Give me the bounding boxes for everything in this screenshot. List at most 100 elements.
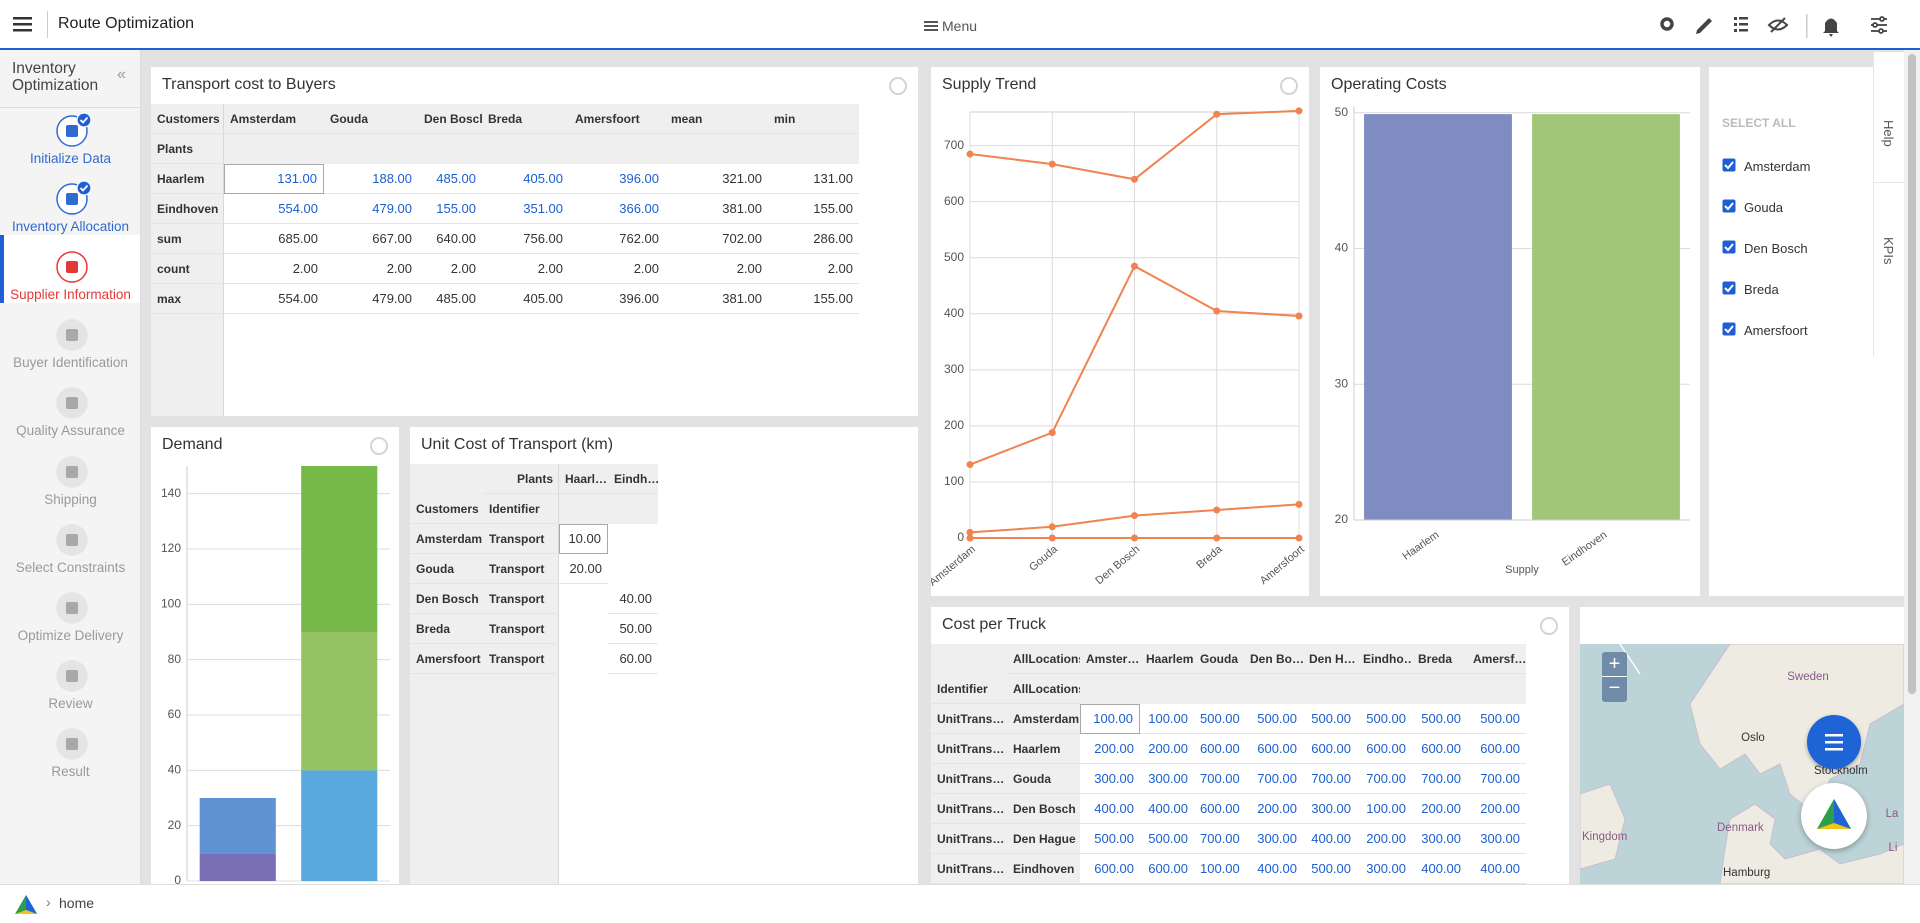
help-tab[interactable]: Help (1881, 120, 1896, 147)
step-icon[interactable] (54, 588, 94, 628)
step-icon[interactable] (54, 111, 94, 151)
step-icon[interactable] (54, 383, 94, 423)
table-cell: 500.00 (1140, 824, 1194, 854)
step-label[interactable]: Supplier Information (10, 287, 131, 303)
table-cell: Haarlem (1007, 734, 1080, 764)
collapse-button[interactable]: « (117, 66, 126, 83)
bar-segment (301, 466, 378, 632)
settings-icon[interactable] (1660, 17, 1674, 31)
step-icon[interactable] (54, 315, 94, 355)
filter-label[interactable]: Den Bosch (1744, 241, 1808, 256)
table-cell: Breda (1412, 644, 1467, 674)
bar-segment (199, 798, 276, 854)
step-icon[interactable] (54, 247, 94, 287)
table-cell: 50.00 (608, 614, 658, 644)
hamburger-icon[interactable] (12, 14, 34, 34)
kpis-tab[interactable]: KPIs (1881, 237, 1896, 265)
menu-icon[interactable] (924, 20, 939, 32)
checkbox[interactable] (1722, 240, 1737, 255)
table-cell: 600.00 (1357, 734, 1412, 764)
map[interactable] (1580, 644, 1904, 884)
table-cell: Gouda (1007, 764, 1080, 794)
minimize-button[interactable] (1540, 617, 1558, 635)
checkbox[interactable] (1722, 158, 1737, 173)
y-tick-label: 500 (944, 250, 964, 264)
map-label: La (1885, 808, 1899, 820)
filter-label[interactable]: Amsterdam (1744, 159, 1811, 174)
filter-label[interactable]: Amersfoort (1744, 323, 1808, 338)
table-cell: 500.00 (1467, 704, 1526, 734)
footer-logo[interactable] (14, 894, 38, 916)
checkbox-box (1722, 281, 1736, 295)
table-cell: Identifier (483, 494, 559, 524)
table-cell: 300.00 (1303, 794, 1357, 824)
scroll-thumb[interactable] (1908, 54, 1916, 694)
step-label[interactable]: Inventory Allocation (11, 219, 130, 235)
step-label[interactable]: Review (48, 695, 93, 711)
checkbox[interactable] (1722, 199, 1737, 214)
notification-icon[interactable] (1823, 18, 1839, 38)
zoom-out[interactable]: − (1608, 677, 1621, 699)
table-cell: 600.00 (1303, 734, 1357, 764)
filter-label[interactable]: Gouda (1744, 200, 1784, 215)
step-label[interactable]: Initialize Data (29, 151, 112, 166)
menu-button[interactable]: Menu (942, 18, 978, 34)
table-cell: 500.00 (1357, 704, 1412, 734)
table-cell: Customers (151, 104, 224, 134)
minimize-button[interactable] (889, 77, 907, 95)
chart: 20 30 40 50 Haarlem Eindhoven Supply (1335, 105, 1690, 576)
table-cell: 300.00 (1080, 764, 1140, 794)
breadcrumb[interactable]: home (59, 895, 95, 911)
step-glyph (66, 533, 78, 546)
select-all[interactable]: SELECT ALL (1722, 116, 1796, 130)
checkbox-box (1722, 240, 1736, 254)
step-label[interactable]: Buyer Identification (13, 355, 128, 371)
data-point (1131, 262, 1138, 270)
table-cell: 700.00 (1467, 764, 1526, 794)
table-cell: Amster… (1080, 644, 1140, 674)
step-label[interactable]: Shipping (44, 491, 97, 507)
table-cell: 2.00 (224, 254, 324, 284)
checkbox[interactable] (1722, 281, 1737, 296)
step-icon[interactable] (54, 724, 94, 764)
active-indicator (0, 235, 4, 304)
table-cell: 554.00 (224, 284, 324, 314)
toolbar-icons (1660, 14, 1887, 38)
transport-panel: Transport cost to Buyers Customers Amster… (151, 67, 918, 416)
step-label[interactable]: Result (51, 763, 90, 779)
zoom-in[interactable]: + (1602, 652, 1627, 677)
fab-button[interactable] (1807, 715, 1861, 769)
step-label[interactable]: Quality Assurance (16, 423, 125, 439)
edit-icon[interactable] (1696, 18, 1712, 34)
table-cell: Breda (482, 104, 569, 134)
scrollbar[interactable] (1904, 50, 1920, 884)
preferences-icon[interactable] (1871, 16, 1887, 34)
table-cell: 200.00 (1357, 824, 1412, 854)
map-label: Oslo (1741, 732, 1765, 744)
list-icon[interactable] (1734, 17, 1748, 32)
step-icon[interactable] (54, 520, 94, 560)
x-tick-label: Gouda (1027, 543, 1061, 574)
table-cell: 200.00 (1467, 794, 1526, 824)
step-icon[interactable] (54, 656, 94, 696)
table-cell: 396.00 (569, 164, 665, 194)
step-label[interactable]: Optimize Delivery (17, 627, 124, 643)
table-cell: max (151, 284, 224, 314)
table-cell: 485.00 (418, 164, 482, 194)
data-point (1213, 534, 1221, 542)
panel-title: Demand (162, 436, 223, 453)
checkbox[interactable] (1722, 322, 1737, 337)
step-label[interactable]: Select Constraints (15, 559, 126, 575)
filter-label[interactable]: Breda (1744, 282, 1779, 297)
step-icon[interactable] (54, 452, 94, 492)
map-label: Kingdom (1582, 831, 1628, 843)
table-cell: 702.00 (665, 224, 768, 254)
step-icon[interactable] (54, 179, 94, 219)
bar (1364, 114, 1512, 520)
logo-button[interactable] (1801, 783, 1867, 849)
map-label: Denmark (1717, 822, 1764, 834)
minimize-button[interactable] (370, 437, 388, 455)
data-point (1048, 160, 1056, 168)
check-mark (1724, 243, 1734, 252)
minimize-button[interactable] (1280, 77, 1298, 95)
